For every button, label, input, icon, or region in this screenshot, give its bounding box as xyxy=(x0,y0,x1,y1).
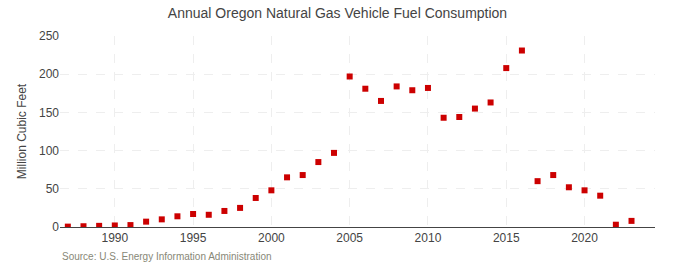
svg-text:200: 200 xyxy=(39,67,59,81)
svg-text:100: 100 xyxy=(39,144,59,158)
svg-text:2015: 2015 xyxy=(493,231,520,245)
svg-text:2020: 2020 xyxy=(571,231,598,245)
svg-text:0: 0 xyxy=(52,220,59,234)
svg-text:2005: 2005 xyxy=(336,231,363,245)
svg-text:Annual Oregon Natural Gas Vehi: Annual Oregon Natural Gas Vehicle Fuel C… xyxy=(168,5,507,21)
svg-text:50: 50 xyxy=(46,182,60,196)
svg-text:1995: 1995 xyxy=(180,231,207,245)
svg-text:Source: U.S. Energy Informatio: Source: U.S. Energy Information Administ… xyxy=(62,251,272,262)
svg-text:150: 150 xyxy=(39,106,59,120)
svg-text:Million Cubic Feet: Million Cubic Feet xyxy=(15,83,29,179)
svg-text:1990: 1990 xyxy=(101,231,128,245)
svg-text:2000: 2000 xyxy=(258,231,285,245)
svg-text:2010: 2010 xyxy=(415,231,442,245)
svg-text:250: 250 xyxy=(39,29,59,43)
